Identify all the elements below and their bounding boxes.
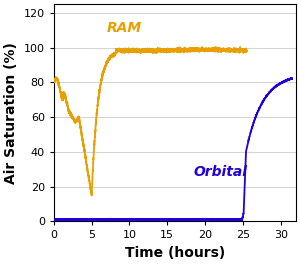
Text: RAM: RAM [107, 21, 142, 35]
X-axis label: Time (hours): Time (hours) [125, 246, 225, 260]
Y-axis label: Air Saturation (%): Air Saturation (%) [4, 42, 18, 184]
Text: Orbital: Orbital [194, 165, 248, 179]
